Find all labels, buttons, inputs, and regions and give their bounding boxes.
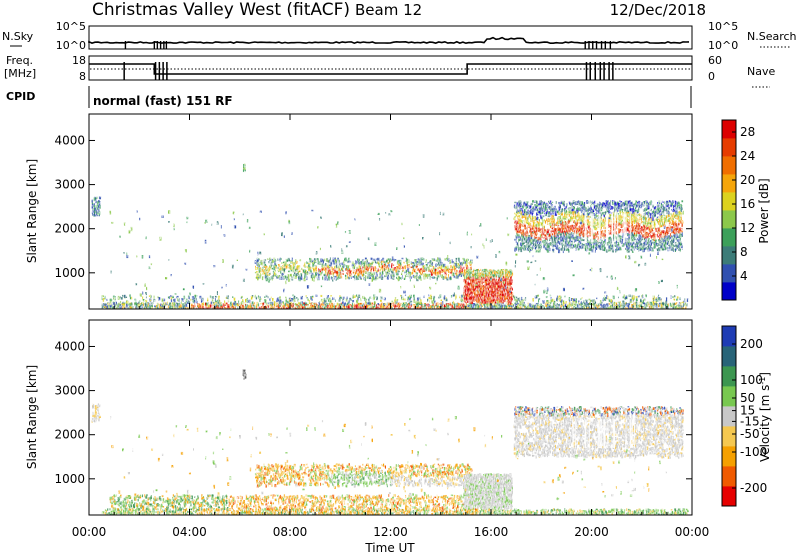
cpid-text: normal (fast) 151 RF [93, 94, 233, 108]
freq-label-line2: [MHz] [4, 67, 36, 80]
freq-label-line1: Freq. [6, 54, 33, 67]
beam-label: Beam 12 [355, 1, 422, 19]
noise-left-tick-bottom: 10^0 [56, 39, 86, 52]
noise-panel-frame [88, 25, 693, 50]
frequency-spikes [123, 62, 614, 80]
title: Christmas Valley West (fitACF) [92, 0, 350, 20]
frequency-trace [89, 63, 692, 75]
noise-right-tick-top: 10^5 [708, 20, 738, 33]
noise-sky-trace [88, 36, 690, 45]
nave-label: Nave [747, 65, 775, 78]
noise-search-spikes [124, 41, 612, 49]
nave-tick-top: 60 [708, 54, 722, 67]
nave-tick-bottom: 0 [708, 70, 715, 83]
noise-search-label: N.Search [747, 30, 797, 43]
frequency-panel: Freq. [MHz] 18 8 60 0 Nave [4, 54, 775, 88]
frequency-panel-frame [88, 55, 693, 81]
freq-tick-top: 18 [72, 54, 86, 67]
noise-right-tick-bottom: 10^0 [708, 39, 738, 52]
date-label: 12/Dec/2018 [610, 1, 706, 19]
cpid-panel: CPID normal (fast) 151 RF [6, 86, 692, 108]
noise-left-tick-top: 10^5 [56, 20, 86, 33]
cpid-label: CPID [6, 90, 35, 103]
noise-sky-label: N.Sky [2, 30, 34, 43]
freq-tick-bottom: 8 [79, 70, 86, 83]
noise-panel: N.Sky 10^5 10^0 10^5 10^0 N.Search [2, 20, 797, 52]
